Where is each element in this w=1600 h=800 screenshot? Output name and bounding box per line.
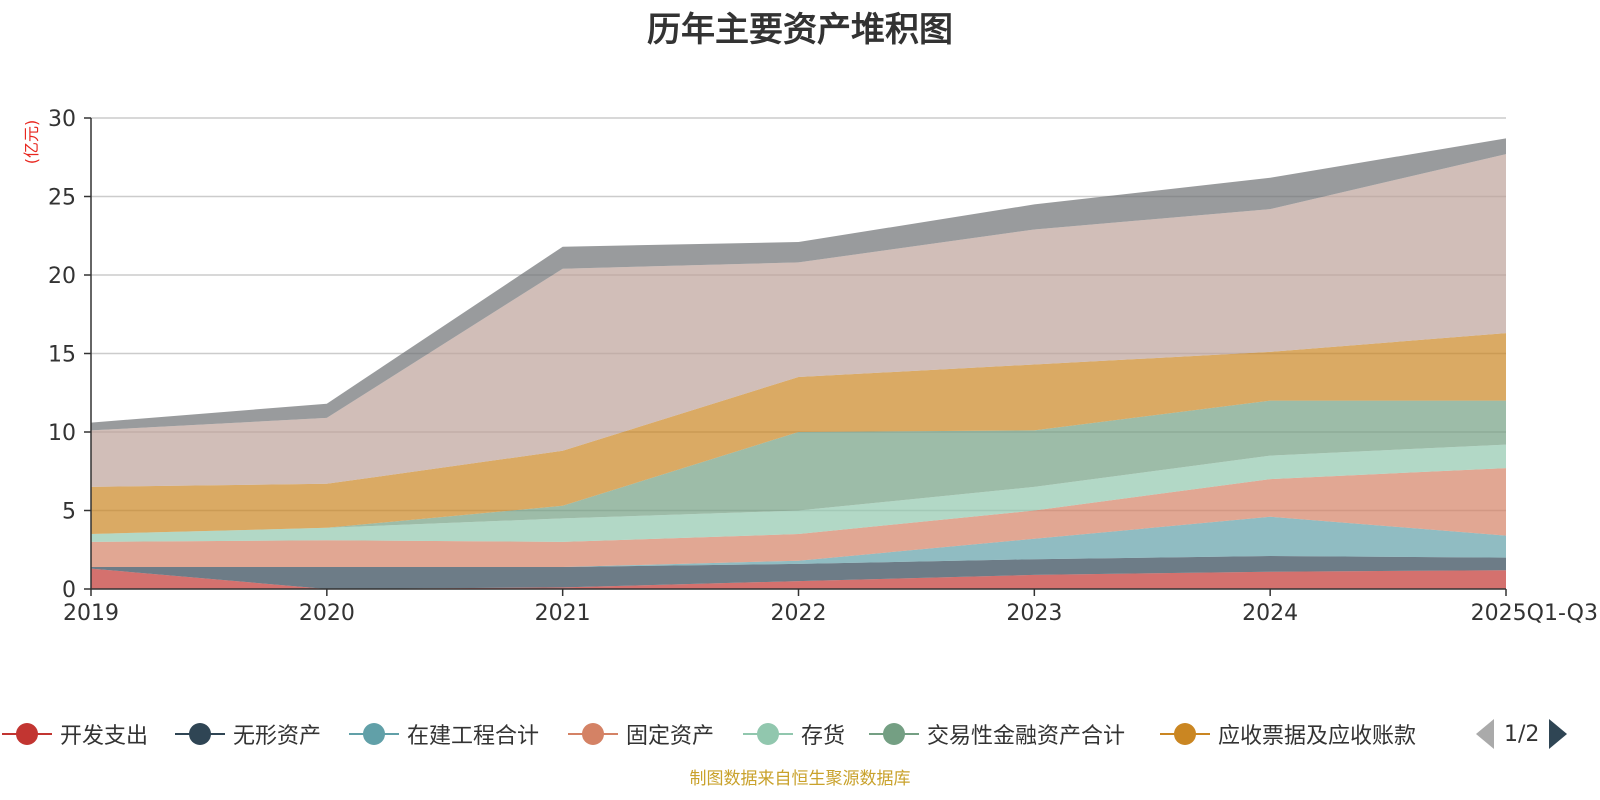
legend-item[interactable]: 开发支出: [2, 714, 148, 754]
legend-label: 交易性金融资产合计: [927, 724, 1126, 749]
x-tick-label: 2021: [535, 601, 591, 626]
legend-item[interactable]: 应收票据及应收账款: [1160, 714, 1416, 754]
y-tick-label: 0: [62, 578, 76, 603]
area-series-1[interactable]: [91, 568, 1506, 589]
x-tick-label: 2024: [1242, 601, 1298, 626]
legend-item[interactable]: 在建工程合计: [349, 714, 539, 754]
x-tick-label: 2020: [299, 601, 355, 626]
legend-prev-page-icon[interactable]: [1476, 719, 1494, 749]
x-tick-label: 2025Q1-Q3: [1471, 601, 1598, 626]
legend-pager: 1/2: [1476, 714, 1568, 754]
y-tick-label: 10: [48, 421, 76, 446]
legend-marker-icon: [1160, 723, 1210, 745]
legend-next-page-icon[interactable]: [1549, 719, 1568, 749]
y-axis-unit-label: (亿元): [22, 120, 41, 165]
chart-title: 历年主要资产堆积图: [647, 10, 953, 50]
legend-marker-icon: [2, 723, 52, 745]
legend: 开发支出 无形资产 在建工程合计 固定资产 存货 交易性金融资产合计 应收票据及应收账款 1…: [0, 714, 1600, 754]
legend-marker-icon: [869, 723, 919, 745]
legend-page-indicator: 1/2: [1504, 721, 1540, 747]
x-tick-label: 2019: [63, 601, 119, 626]
legend-marker-icon: [349, 723, 399, 745]
y-tick-label: 20: [48, 264, 76, 289]
area-series-8[interactable]: [91, 154, 1506, 487]
legend-label: 无形资产: [233, 724, 322, 749]
legend-label: 应收票据及应收账款: [1218, 724, 1417, 749]
area-series-2[interactable]: [91, 556, 1506, 589]
x-tick-label: 2023: [1006, 601, 1062, 626]
area-series-6[interactable]: [91, 400, 1506, 534]
legend-label: 存货: [801, 724, 846, 749]
source-note: 制图数据来自恒生聚源数据库: [689, 769, 911, 789]
y-tick-label: 30: [48, 107, 76, 132]
legend-marker-icon: [568, 723, 618, 745]
legend-label: 开发支出: [60, 724, 149, 749]
y-tick-label: 5: [62, 500, 76, 525]
x-tick-label: 2022: [771, 601, 827, 626]
legend-item[interactable]: 固定资产: [568, 714, 714, 754]
y-tick-label: 15: [48, 343, 76, 368]
legend-marker-icon: [175, 723, 225, 745]
legend-item[interactable]: 无形资产: [175, 714, 321, 754]
legend-item[interactable]: 交易性金融资产合计: [869, 714, 1125, 754]
area-series-3[interactable]: [91, 516, 1506, 567]
legend-marker-icon: [743, 723, 793, 745]
chart-plot: 0 5 10 15 20 25 30 2019 2020 2021 2022 2023 2024 2025…: [22, 107, 1598, 626]
area-series-5[interactable]: [91, 444, 1506, 542]
area-series-9[interactable]: [91, 138, 1506, 431]
y-tick-label: 25: [48, 186, 76, 211]
area-series-7[interactable]: [91, 333, 1506, 534]
legend-label: 在建工程合计: [407, 724, 540, 749]
area-series-4[interactable]: [91, 468, 1506, 567]
legend-item[interactable]: 存货: [743, 714, 845, 754]
legend-label: 固定资产: [626, 724, 715, 749]
